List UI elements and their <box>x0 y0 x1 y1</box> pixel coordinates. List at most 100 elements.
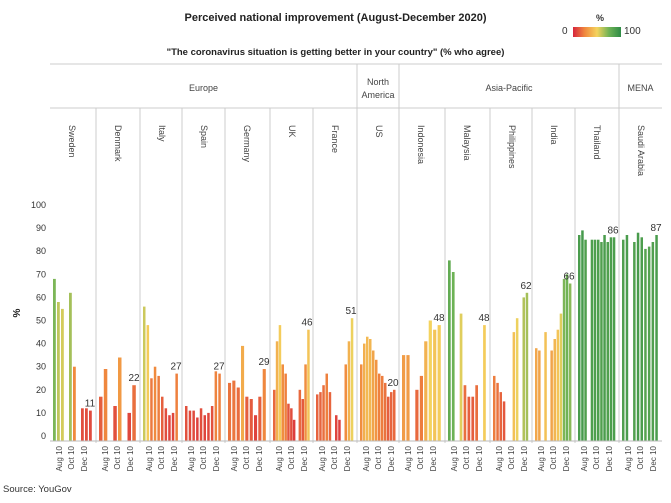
country-label: Malaysia <box>462 125 472 161</box>
bar <box>451 272 455 441</box>
x-tick-label: Oct 10 <box>67 445 76 469</box>
bar <box>307 329 310 441</box>
x-tick-label: Dec 10 <box>605 445 614 471</box>
bar <box>53 278 56 441</box>
bar <box>73 366 76 441</box>
x-tick-label: Oct 10 <box>549 445 558 469</box>
source-note: Source: YouGov <box>3 484 72 495</box>
x-tick-label: Dec 10 <box>429 445 438 471</box>
x-tick-label: Oct 10 <box>592 445 601 469</box>
bar <box>146 325 150 441</box>
bar <box>640 237 643 441</box>
bar <box>406 355 410 441</box>
bar <box>228 382 232 441</box>
bar <box>535 348 538 441</box>
country-label: Saudi Arabia <box>636 125 646 176</box>
data-label: 46 <box>301 318 313 329</box>
legend-title: % <box>595 13 604 23</box>
bar <box>372 350 375 441</box>
x-tick-label: Aug 10 <box>537 445 546 471</box>
bar <box>132 385 136 441</box>
bar <box>192 410 195 441</box>
bar <box>99 396 103 441</box>
x-tick-label: Oct 10 <box>462 445 471 469</box>
bar <box>103 369 108 441</box>
y-tick-label: 60 <box>36 292 46 302</box>
bar <box>258 396 262 441</box>
legend-max-label: 100 <box>624 26 641 37</box>
bar <box>593 239 597 441</box>
country-label: Sweden <box>67 125 77 158</box>
data-label: 86 <box>607 225 619 236</box>
data-label: 51 <box>345 306 357 317</box>
bar <box>556 329 560 441</box>
bar <box>378 373 381 441</box>
bar <box>633 242 636 441</box>
country-label: Philippines <box>507 125 517 169</box>
bar <box>636 232 640 441</box>
bar <box>298 389 302 441</box>
country-label: Germany <box>242 125 252 163</box>
bar <box>199 408 203 441</box>
data-label: 48 <box>433 313 445 324</box>
bar <box>584 239 587 441</box>
y-tick-label: 40 <box>36 339 46 349</box>
country-label: Thailand <box>592 125 602 160</box>
bar <box>387 396 390 441</box>
x-tick-label: Aug 10 <box>55 445 64 471</box>
bar <box>254 415 258 441</box>
bar <box>157 375 160 441</box>
bar <box>463 385 467 441</box>
bar <box>338 419 341 441</box>
x-tick-label: Dec 10 <box>212 445 221 471</box>
region-label: America <box>361 90 394 100</box>
bar <box>61 308 64 441</box>
bar <box>600 242 603 441</box>
bar <box>273 389 276 441</box>
region-label: Asia-Pacific <box>485 83 533 93</box>
bar <box>502 401 506 441</box>
bar <box>284 373 287 441</box>
y-axis-label: % <box>12 308 23 317</box>
bar <box>241 345 245 441</box>
bar <box>647 246 651 441</box>
bar <box>164 408 168 441</box>
bar <box>188 410 192 441</box>
bar <box>471 396 475 441</box>
bar <box>118 357 122 441</box>
bar <box>185 406 188 441</box>
country-label: India <box>549 125 559 145</box>
data-label: 20 <box>387 378 399 389</box>
bar <box>384 382 387 441</box>
bar <box>350 318 354 441</box>
bar <box>644 248 647 441</box>
bar <box>437 325 441 441</box>
bar <box>278 325 282 441</box>
bar <box>249 399 253 441</box>
x-tick-label: Oct 10 <box>287 445 296 469</box>
bar <box>483 325 486 441</box>
x-tick-label: Aug 10 <box>624 445 633 471</box>
bar <box>287 403 290 441</box>
bar <box>245 396 249 441</box>
data-label: 11 <box>85 399 96 410</box>
x-tick-label: Aug 10 <box>318 445 327 471</box>
bar <box>290 408 293 441</box>
bar <box>568 283 572 441</box>
x-tick-label: Oct 10 <box>636 445 645 469</box>
bar <box>499 392 502 441</box>
bar <box>493 375 496 441</box>
x-tick-label: Aug 10 <box>230 445 239 471</box>
x-tick-label: Dec 10 <box>300 445 309 471</box>
bar <box>375 359 378 441</box>
bar <box>89 410 92 441</box>
bar <box>651 242 655 441</box>
bar <box>544 332 547 441</box>
country-label: US <box>374 125 384 138</box>
bar <box>127 412 131 441</box>
bar <box>325 373 328 441</box>
bar <box>369 339 372 441</box>
y-tick-label: 0 <box>41 431 46 441</box>
x-tick-label: Dec 10 <box>343 445 352 471</box>
bar <box>512 332 516 441</box>
